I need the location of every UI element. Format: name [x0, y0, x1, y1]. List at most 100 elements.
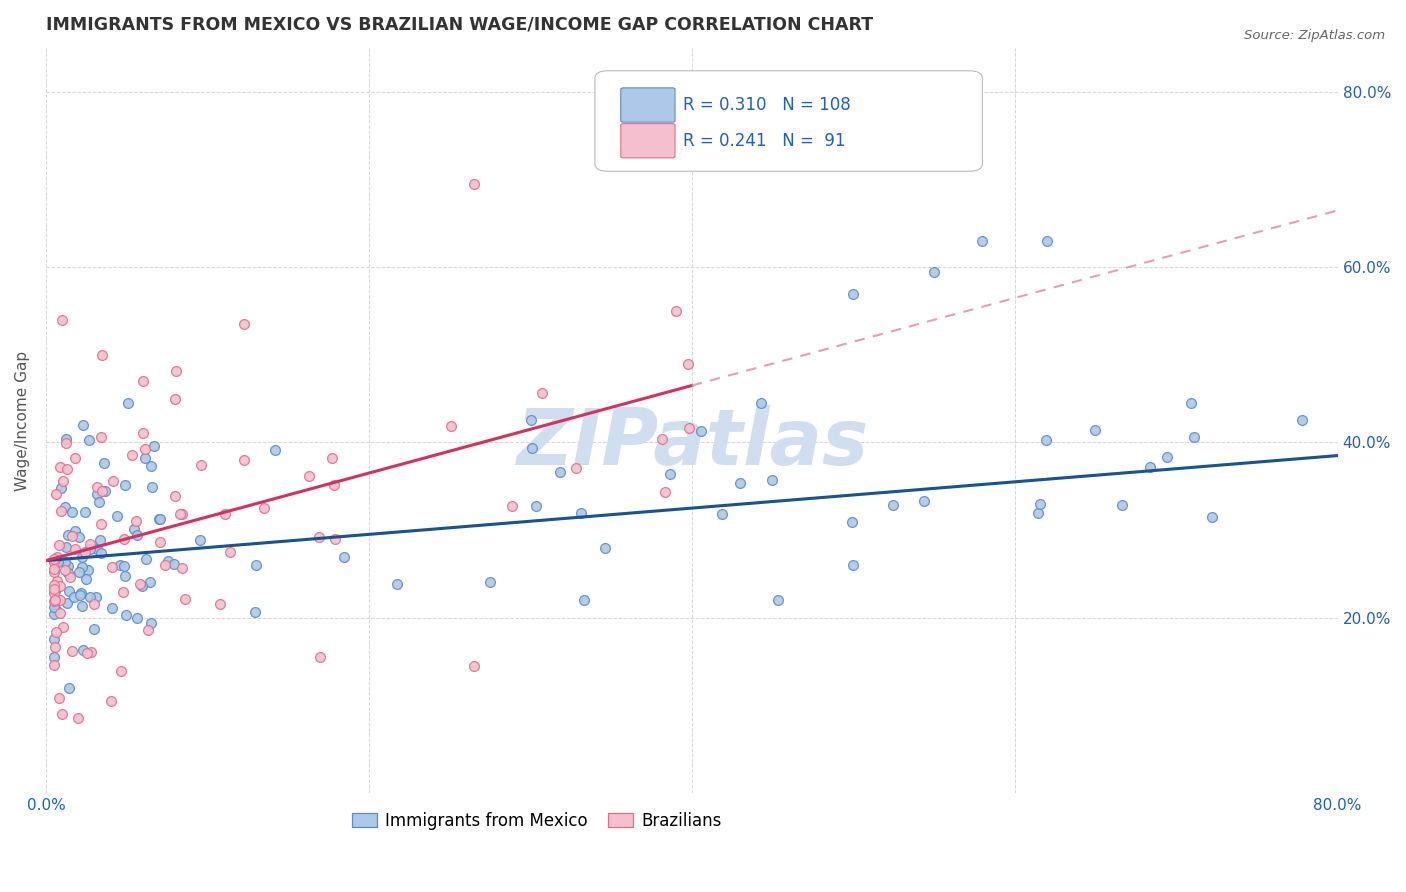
Point: [60, 528, 83, 542]
Point: [45, 602, 67, 616]
Point: [209, 597, 232, 611]
Point: [440, 419, 463, 434]
Point: [79, 645, 101, 659]
Point: [42, 555, 65, 569]
Point: [94, 484, 117, 499]
Point: [42, 582, 65, 596]
Point: [86, 542, 108, 557]
Point: [63, 541, 86, 556]
Point: [53, 564, 76, 578]
Point: [233, 453, 256, 467]
Point: [263, 442, 285, 457]
Point: [141, 480, 163, 494]
Point: [79, 537, 101, 551]
Point: [108, 558, 131, 573]
Point: [972, 234, 994, 248]
Point: [42, 600, 65, 615]
Point: [766, 592, 789, 607]
Point: [463, 658, 485, 673]
Point: [882, 498, 904, 512]
Point: [55, 436, 77, 450]
Point: [117, 396, 139, 410]
Point: [42, 594, 65, 608]
Point: [86, 480, 108, 494]
Point: [52, 620, 75, 634]
Point: [42, 562, 65, 576]
Point: [135, 552, 157, 566]
Point: [73, 545, 96, 559]
Text: Source: ZipAtlas.com: Source: ZipAtlas.com: [1244, 29, 1385, 42]
Text: IMMIGRANTS FROM MEXICO VS BRAZILIAN WAGE/INCOME GAP CORRELATION CHART: IMMIGRANTS FROM MEXICO VS BRAZILIAN WAGE…: [46, 15, 873, 33]
Point: [139, 575, 162, 590]
Point: [132, 374, 155, 388]
Point: [842, 286, 865, 301]
Point: [1036, 234, 1059, 248]
Point: [710, 507, 733, 521]
Point: [42, 657, 65, 672]
Point: [463, 177, 485, 191]
Point: [42, 586, 65, 600]
Point: [595, 541, 617, 555]
Point: [501, 500, 523, 514]
Point: [79, 590, 101, 604]
Point: [163, 557, 186, 571]
Point: [676, 357, 699, 371]
Point: [70, 586, 93, 600]
Point: [308, 530, 330, 544]
Point: [659, 467, 682, 481]
Point: [163, 489, 186, 503]
Point: [1084, 423, 1107, 437]
FancyBboxPatch shape: [595, 70, 983, 171]
Point: [333, 549, 356, 564]
Point: [48, 592, 70, 607]
Point: [571, 507, 593, 521]
Point: [86, 591, 108, 605]
Point: [325, 532, 347, 546]
Point: [387, 577, 409, 591]
Point: [125, 514, 148, 528]
Point: [90, 516, 112, 531]
Point: [520, 413, 543, 427]
Point: [170, 561, 193, 575]
Point: [665, 304, 688, 318]
Point: [1111, 498, 1133, 512]
Point: [45, 625, 67, 640]
Point: [749, 395, 772, 409]
Point: [572, 592, 595, 607]
Point: [138, 623, 160, 637]
Point: [46, 574, 69, 588]
Point: [127, 528, 149, 542]
Point: [148, 512, 170, 526]
Point: [44, 640, 66, 655]
Point: [90, 430, 112, 444]
Point: [56, 462, 79, 476]
Point: [139, 458, 162, 473]
Point: [321, 451, 343, 466]
Point: [1028, 506, 1050, 520]
Point: [122, 522, 145, 536]
Point: [1139, 460, 1161, 475]
Point: [121, 448, 143, 462]
Point: [165, 392, 187, 406]
Point: [149, 535, 172, 549]
Point: [67, 711, 90, 725]
Point: [49, 606, 72, 620]
Point: [60, 644, 83, 658]
Point: [72, 417, 94, 432]
Point: [100, 694, 122, 708]
Point: [67, 565, 90, 579]
Point: [479, 574, 502, 589]
Point: [143, 439, 166, 453]
Point: [67, 530, 90, 544]
Point: [169, 507, 191, 521]
FancyBboxPatch shape: [621, 88, 675, 122]
Point: [233, 317, 256, 331]
Point: [83, 622, 105, 636]
Point: [46, 555, 69, 569]
Point: [45, 487, 67, 501]
Point: [42, 632, 65, 646]
Point: [53, 555, 76, 569]
Point: [1156, 450, 1178, 465]
Point: [48, 690, 70, 705]
Point: [101, 559, 124, 574]
